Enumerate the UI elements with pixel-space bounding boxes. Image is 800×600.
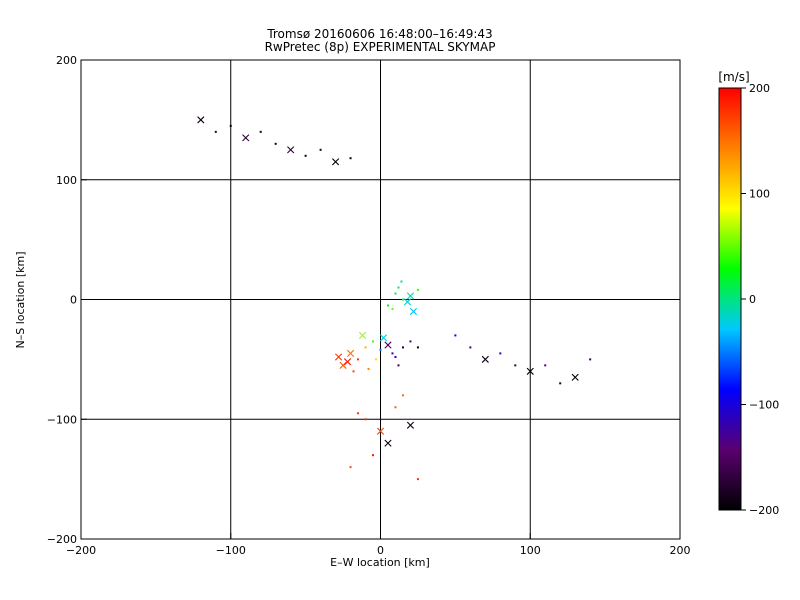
data-point-x (197, 116, 205, 124)
data-point-dot (394, 355, 397, 358)
plot-area (80, 59, 681, 540)
data-point-dot (379, 348, 382, 351)
data-point-dot (352, 370, 355, 373)
data-point-dot (416, 478, 419, 481)
y-tick-label: 200 (56, 54, 77, 67)
data-point-dot (394, 406, 397, 409)
data-point-x (406, 421, 415, 429)
colorbar-gradient (718, 87, 742, 511)
data-point-dot (274, 142, 277, 145)
data-point-x (287, 146, 295, 154)
data-point-dot (397, 364, 400, 367)
data-point-x (406, 292, 415, 300)
data-point-dot (544, 364, 547, 367)
colorbar-tick-label: 100 (749, 188, 770, 201)
colorbar: [m/s] 200 100 0 −100 −200 (718, 70, 779, 517)
y-axis-ticks: −200 −100 0 100 200 (47, 54, 87, 546)
data-point-dot (372, 454, 375, 457)
colorbar-tick-label: −100 (749, 399, 779, 412)
colorbar-tick-label: 200 (749, 82, 770, 95)
data-point-dot (391, 308, 394, 311)
y-tick-label: 100 (56, 174, 77, 187)
data-point-dot (319, 148, 322, 151)
data-point-dot (229, 124, 232, 127)
data-point-x (376, 427, 385, 435)
data-point-x (526, 367, 534, 375)
y-tick-label: −200 (47, 533, 77, 546)
data-point-dot (394, 292, 397, 295)
colorbar-ticks: 200 100 0 −100 −200 (741, 82, 779, 517)
data-point-x (343, 358, 352, 366)
y-tick-label: 0 (70, 294, 77, 307)
y-tick-label: −100 (47, 413, 77, 426)
data-point-dot (349, 157, 352, 160)
x-tick-label: −100 (216, 544, 246, 557)
data-point-x (403, 298, 412, 306)
data-point-x (481, 355, 489, 363)
data-point-dot (214, 130, 217, 133)
data-point-dot (364, 346, 367, 349)
data-point-x (409, 307, 418, 316)
data-point-dot (416, 346, 419, 349)
data-point-x (242, 134, 250, 142)
data-point-dot (364, 418, 367, 421)
x-tick-label: 100 (520, 544, 541, 557)
data-point-dot (349, 466, 352, 469)
data-point-dot (372, 340, 375, 343)
data-point-x (334, 353, 343, 361)
data-point-dot (454, 334, 457, 337)
colorbar-tick-label: 0 (749, 293, 756, 306)
data-point-dot (367, 367, 370, 370)
x-tick-label: 200 (670, 544, 691, 557)
data-point-dot (401, 346, 404, 349)
x-axis-label: E–W location [km] (330, 556, 430, 569)
data-point-dot (469, 346, 472, 349)
data-point-x (358, 331, 367, 340)
data-point-dot (357, 412, 360, 415)
data-point-dot (375, 358, 378, 361)
data-point-x (571, 373, 579, 381)
data-point-x (346, 349, 355, 357)
chart-title: Tromsø 20160606 16:48:00–16:49:43 (266, 27, 492, 41)
data-point-dot (409, 340, 412, 343)
data-point-dot (401, 298, 404, 301)
data-point-x (384, 439, 392, 447)
data-point-x (331, 158, 340, 166)
data-point-x (339, 361, 347, 369)
gridlines (81, 60, 680, 539)
data-point-dot (401, 394, 404, 397)
colorbar-label: [m/s] (718, 70, 749, 84)
data-point-dot (304, 154, 307, 157)
data-point-dot (259, 130, 262, 133)
x-axis-ticks: −200 −100 0 100 200 (66, 533, 691, 557)
chart-subtitle: RwPretec (8p) EXPERIMENTAL SKYMAP (265, 40, 496, 54)
data-point-x (384, 341, 392, 349)
colorbar-tick-label: −200 (749, 504, 779, 517)
x-tick-label: 0 (377, 544, 384, 557)
data-points (197, 116, 592, 481)
data-point-dot (391, 352, 394, 355)
x-tick-label: −200 (66, 544, 96, 557)
data-point-dot (589, 358, 592, 361)
data-point-dot (357, 358, 360, 361)
data-point-dot (397, 286, 400, 289)
data-point-dot (499, 352, 502, 355)
data-point-x (379, 334, 388, 342)
data-point-dot (559, 382, 562, 385)
y-axis-label: N–S location [km] (14, 251, 27, 348)
data-point-dot (514, 364, 517, 367)
data-point-dot (416, 288, 419, 291)
data-point-dot (386, 304, 389, 307)
data-point-dot (400, 280, 403, 283)
